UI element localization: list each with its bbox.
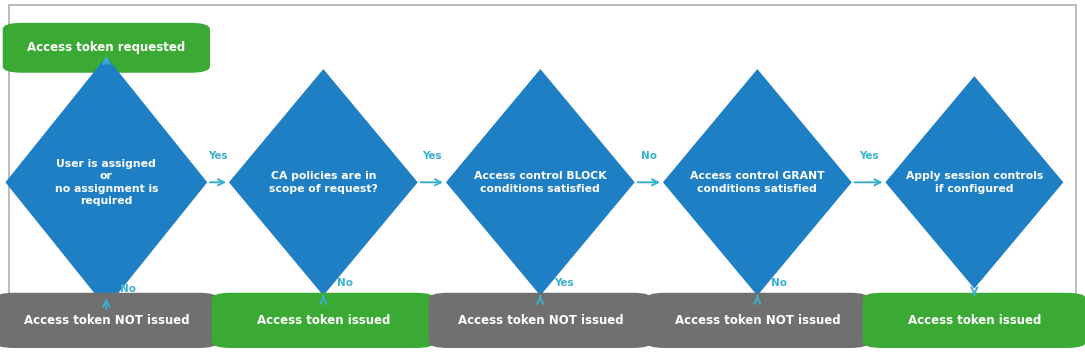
Text: No: No xyxy=(771,278,788,288)
Text: No: No xyxy=(337,278,354,288)
Text: CA policies are in
scope of request?: CA policies are in scope of request? xyxy=(269,171,378,194)
Text: Access token issued: Access token issued xyxy=(257,314,390,327)
FancyBboxPatch shape xyxy=(0,293,218,348)
Polygon shape xyxy=(5,57,207,308)
Text: Apply session controls
if configured: Apply session controls if configured xyxy=(906,171,1043,194)
Text: Yes: Yes xyxy=(422,151,442,161)
Polygon shape xyxy=(446,69,635,296)
Text: Access token NOT issued: Access token NOT issued xyxy=(24,314,189,327)
Text: Access token NOT issued: Access token NOT issued xyxy=(675,314,840,327)
Text: No: No xyxy=(120,284,137,295)
Polygon shape xyxy=(229,69,418,296)
Text: User is assigned
or
no assignment is
required: User is assigned or no assignment is req… xyxy=(54,159,158,206)
Text: Access control BLOCK
conditions satisfied: Access control BLOCK conditions satisfie… xyxy=(474,171,607,194)
Text: No: No xyxy=(641,151,656,161)
Polygon shape xyxy=(663,69,852,296)
Text: Access token issued: Access token issued xyxy=(908,314,1041,327)
Text: Access token requested: Access token requested xyxy=(27,41,186,54)
Text: Yes: Yes xyxy=(554,278,574,288)
FancyBboxPatch shape xyxy=(429,293,652,348)
FancyBboxPatch shape xyxy=(3,23,210,73)
Polygon shape xyxy=(885,76,1063,289)
FancyBboxPatch shape xyxy=(9,5,1076,345)
Text: Yes: Yes xyxy=(208,151,228,161)
Text: Access control GRANT
conditions satisfied: Access control GRANT conditions satisfie… xyxy=(690,171,825,194)
FancyBboxPatch shape xyxy=(646,293,869,348)
Text: Access token NOT issued: Access token NOT issued xyxy=(458,314,623,327)
Text: Yes: Yes xyxy=(858,151,879,161)
FancyBboxPatch shape xyxy=(863,293,1085,348)
FancyBboxPatch shape xyxy=(212,293,435,348)
